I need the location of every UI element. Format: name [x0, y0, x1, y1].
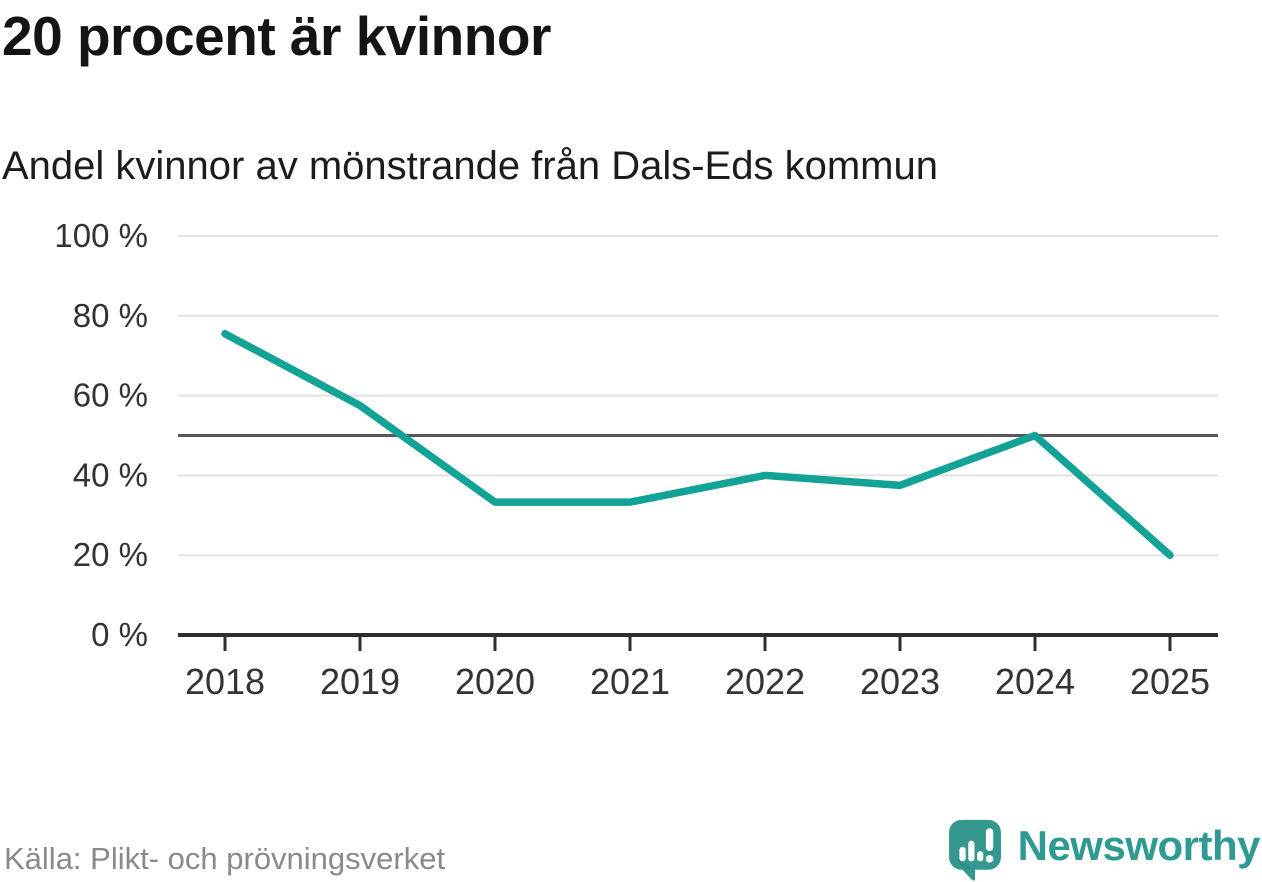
source-note: Källa: Plikt- och prövningsverket — [4, 841, 446, 876]
chart-title: 20 procent är kvinnor — [2, 5, 551, 67]
data-line — [221, 330, 1174, 559]
y-axis-label: 40 % — [73, 456, 148, 493]
x-axis-label: 2025 — [1130, 661, 1210, 702]
x-axis-label: 2018 — [185, 661, 265, 702]
newsworthy-logo-icon — [948, 819, 1001, 881]
newsworthy-wordmark: Newsworthy — [1017, 822, 1261, 869]
x-axis-label: 2022 — [725, 661, 805, 702]
y-axis-label: 60 % — [73, 377, 148, 414]
x-axis-label: 2020 — [455, 661, 535, 702]
y-axis-label: 100 % — [54, 217, 148, 254]
y-axis-label: 0 % — [91, 616, 148, 653]
y-axis-label: 80 % — [73, 297, 148, 334]
y-axis-label: 20 % — [73, 536, 148, 573]
newsworthy-logo: Newsworthy — [948, 814, 1261, 882]
x-axis-label: 2021 — [590, 661, 670, 702]
x-axis-label: 2019 — [320, 661, 400, 702]
chart-subtitle: Andel kvinnor av mönstrande från Dals-Ed… — [2, 144, 938, 188]
x-axis-label: 2024 — [995, 661, 1075, 702]
x-axis-label: 2023 — [860, 661, 940, 702]
